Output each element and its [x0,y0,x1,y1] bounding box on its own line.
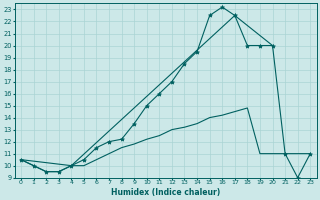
X-axis label: Humidex (Indice chaleur): Humidex (Indice chaleur) [111,188,220,197]
